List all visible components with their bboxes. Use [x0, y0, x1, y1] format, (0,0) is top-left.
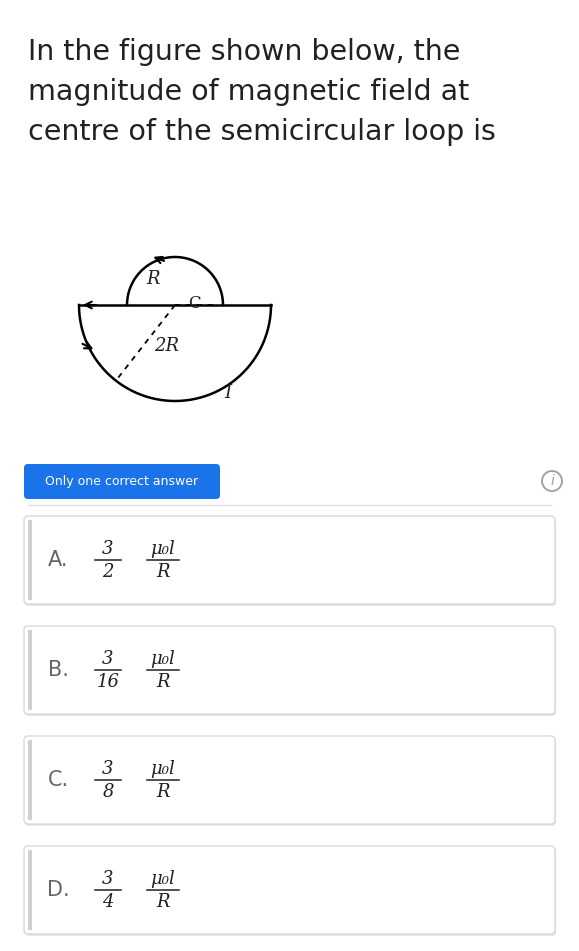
Text: C: C	[188, 295, 201, 312]
FancyBboxPatch shape	[24, 736, 555, 824]
Text: 16: 16	[97, 673, 119, 691]
Text: μ₀l: μ₀l	[151, 650, 175, 668]
Text: B.: B.	[47, 660, 68, 680]
Text: 3: 3	[102, 540, 113, 558]
Text: μ₀l: μ₀l	[151, 760, 175, 778]
Text: μ₀l: μ₀l	[151, 540, 175, 558]
Text: D.: D.	[47, 880, 69, 900]
Bar	[28, 630, 32, 710]
Text: C.: C.	[47, 770, 68, 790]
Bar	[28, 740, 32, 820]
FancyBboxPatch shape	[25, 848, 556, 936]
Text: 4: 4	[102, 893, 113, 911]
Text: R: R	[156, 563, 170, 581]
Text: R: R	[156, 673, 170, 691]
FancyBboxPatch shape	[24, 516, 555, 604]
Text: 3: 3	[102, 870, 113, 888]
Text: I: I	[224, 384, 232, 402]
Text: 8: 8	[102, 783, 113, 801]
Text: R: R	[156, 783, 170, 801]
FancyBboxPatch shape	[24, 846, 555, 934]
Text: R: R	[146, 269, 160, 287]
Text: 3: 3	[102, 760, 113, 778]
FancyBboxPatch shape	[25, 738, 556, 826]
FancyBboxPatch shape	[25, 628, 556, 716]
Text: In the figure shown below, the: In the figure shown below, the	[28, 38, 460, 66]
FancyBboxPatch shape	[24, 464, 220, 499]
Text: i: i	[550, 474, 554, 488]
Bar	[28, 850, 32, 930]
Text: 2: 2	[102, 563, 113, 581]
Text: centre of the semicircular loop is: centre of the semicircular loop is	[28, 118, 496, 146]
Text: Only one correct answer: Only one correct answer	[45, 475, 199, 488]
Text: 2R: 2R	[154, 338, 179, 356]
Text: magnitude of magnetic field at: magnitude of magnetic field at	[28, 78, 469, 106]
Text: 3: 3	[102, 650, 113, 668]
Text: R: R	[156, 893, 170, 911]
FancyBboxPatch shape	[25, 518, 556, 606]
Text: μ₀l: μ₀l	[151, 870, 175, 888]
Bar	[28, 520, 32, 600]
Text: A.: A.	[47, 550, 68, 570]
FancyBboxPatch shape	[24, 626, 555, 714]
